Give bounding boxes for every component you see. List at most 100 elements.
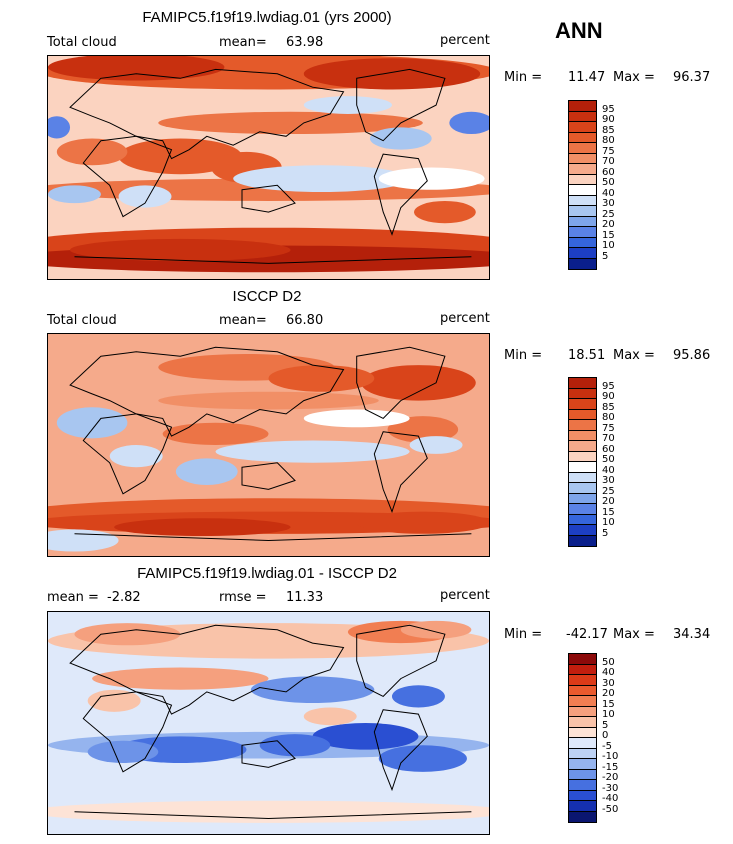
colorbar-label: -10	[602, 751, 619, 762]
colorbar-label: 95	[602, 380, 615, 392]
colorbar-label: -50	[602, 803, 619, 815]
colorbar-label: 10	[602, 517, 615, 528]
units-label: percent	[440, 588, 490, 603]
colorbar-label: 20	[602, 688, 615, 699]
map-svg-model	[48, 56, 489, 279]
map-obs	[47, 333, 490, 557]
contour-region	[215, 440, 410, 463]
colorbar-label: 80	[602, 412, 615, 423]
colorbar-label: 30	[602, 198, 615, 209]
contour-region	[378, 745, 467, 772]
coastline	[373, 709, 428, 792]
colorbar-label: -15	[602, 761, 619, 773]
max-value: 34.34	[673, 627, 711, 642]
contour-region	[409, 436, 463, 454]
colorbar-label: 15	[602, 698, 615, 710]
contour-region	[303, 58, 481, 90]
colorbar-label: 50	[602, 177, 615, 188]
colorbar-label: 5	[602, 527, 609, 539]
coastline	[82, 413, 173, 495]
panel-title: FAMIPC5.f19f19.lwdiag.01 (yrs 2000)	[142, 9, 392, 26]
colorbar-label: 25	[602, 485, 615, 497]
contour-region	[114, 518, 291, 537]
contour-region	[449, 111, 489, 135]
colorbar-box	[568, 810, 597, 823]
colorbar-label: 10	[602, 240, 615, 251]
colorbar-label: 0	[602, 730, 609, 741]
contour-region	[378, 167, 485, 190]
colorbar-label: 60	[602, 166, 615, 178]
coastline	[82, 691, 173, 773]
contour-region	[87, 689, 141, 712]
contour-region	[158, 111, 423, 135]
colorbar-label: 30	[602, 475, 615, 486]
map-diff	[47, 611, 490, 835]
colorbar-label: -40	[602, 793, 619, 804]
colorbar-box	[568, 257, 597, 270]
colorbar-label: 15	[602, 229, 615, 241]
panel-title: FAMIPC5.f19f19.lwdiag.01 - ISCCP D2	[137, 565, 397, 582]
contour-region	[74, 623, 181, 646]
contour-region	[48, 800, 489, 823]
coastline	[74, 256, 472, 264]
colorbar-label: 5	[602, 719, 609, 731]
rmse-value: 11.33	[286, 590, 324, 605]
contour-region	[414, 200, 476, 224]
colorbar-label: 20	[602, 219, 615, 230]
max-value: 95.86	[673, 348, 711, 363]
colorbar-label: 50	[602, 454, 615, 465]
coastline	[69, 624, 345, 715]
units-label: percent	[440, 311, 490, 326]
contour-region	[259, 734, 331, 757]
mean-label: mean =	[47, 590, 99, 605]
contour-region	[48, 56, 225, 81]
contour-region	[158, 391, 379, 410]
colorbar-label: 15	[602, 506, 615, 518]
season-label: ANN	[555, 18, 603, 43]
colorbar-label: 50	[602, 656, 615, 668]
contour-region	[361, 365, 476, 401]
map-svg-diff	[48, 612, 489, 834]
contour-region	[387, 416, 459, 443]
map-model	[47, 55, 490, 280]
colorbar-label: 85	[602, 124, 615, 136]
coastline	[69, 68, 345, 160]
contour-region	[356, 511, 489, 534]
colorbar-label: 70	[602, 156, 615, 167]
contour-region	[268, 365, 375, 392]
contour-region	[48, 185, 101, 204]
colorbar-label: 60	[602, 443, 615, 455]
coastline	[74, 533, 472, 542]
contour-region	[303, 409, 410, 428]
contour-region	[109, 445, 163, 468]
colorbar-label: 40	[602, 187, 615, 199]
max-label: Max =	[613, 348, 655, 363]
mean-label: mean=	[219, 35, 267, 50]
colorbar-label: -20	[602, 772, 619, 783]
coastline	[241, 740, 296, 768]
colorbar-label: 25	[602, 208, 615, 220]
min-value: 11.47	[568, 70, 606, 85]
contour-region	[92, 667, 269, 690]
coastline	[241, 184, 296, 213]
colorbar-label: -5	[602, 740, 612, 752]
coastline	[82, 135, 173, 218]
mean-label: mean=	[219, 313, 267, 328]
mean-value: 66.80	[286, 313, 324, 328]
contour-region	[118, 138, 243, 175]
coastline	[356, 68, 446, 142]
panel-title: ISCCP D2	[232, 288, 302, 305]
coastline	[356, 624, 446, 698]
contour-region	[56, 407, 128, 439]
coastline	[74, 811, 472, 820]
contour-region	[400, 620, 472, 639]
max-label: Max =	[613, 627, 655, 642]
mean-value: 63.98	[286, 35, 324, 50]
min-label: Min =	[504, 348, 543, 363]
contour-region	[162, 422, 269, 445]
colorbar-label: 95	[602, 103, 615, 115]
coastline	[69, 346, 345, 437]
min-value: -42.17	[566, 627, 608, 642]
colorbar-label: 5	[602, 250, 609, 262]
mean-value: -2.82	[107, 590, 141, 605]
